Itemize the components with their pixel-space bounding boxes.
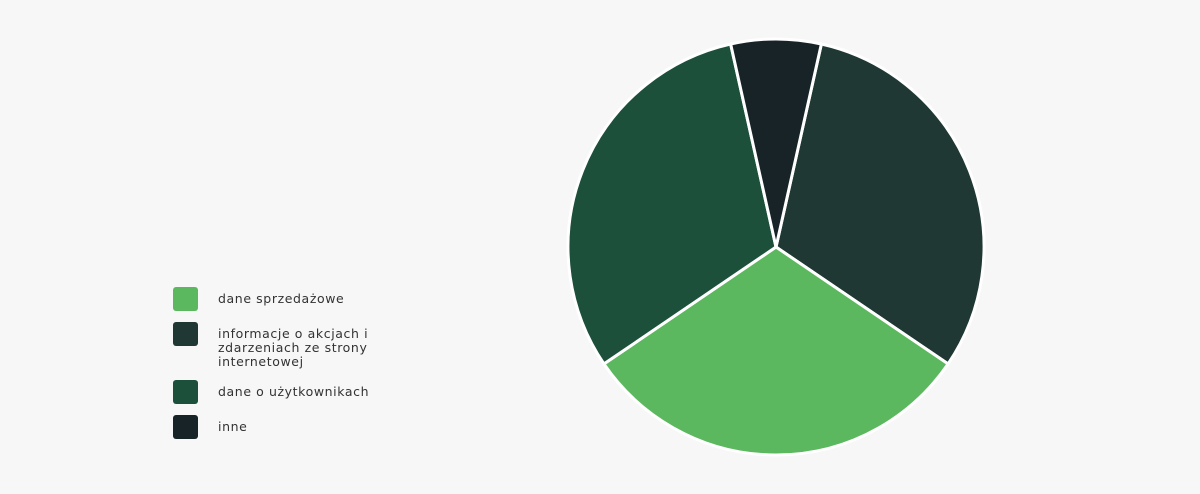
- pie-slice: [774, 42, 986, 366]
- legend: dane sprzedażowe informacje o akcjach i z…: [173, 287, 463, 450]
- pie-slice: [729, 37, 823, 249]
- legend-swatch: [173, 322, 198, 346]
- legend-label: dane sprzedażowe: [218, 291, 345, 306]
- pie-slice: [602, 245, 950, 457]
- legend-item: dane sprzedażowe: [173, 287, 463, 311]
- legend-item: dane o użytkownikach: [173, 380, 463, 404]
- legend-item: inne: [173, 415, 463, 439]
- legend-swatch: [173, 415, 198, 439]
- legend-label: inne: [218, 419, 248, 434]
- pie-slice: [566, 42, 778, 366]
- legend-item: informacje o akcjach i zdarzeniach ze st…: [173, 322, 463, 369]
- legend-label: dane o użytkownikach: [218, 384, 370, 399]
- legend-label: informacje o akcjach i zdarzeniach ze st…: [218, 326, 369, 369]
- legend-swatch: [173, 287, 198, 311]
- legend-swatch: [173, 380, 198, 404]
